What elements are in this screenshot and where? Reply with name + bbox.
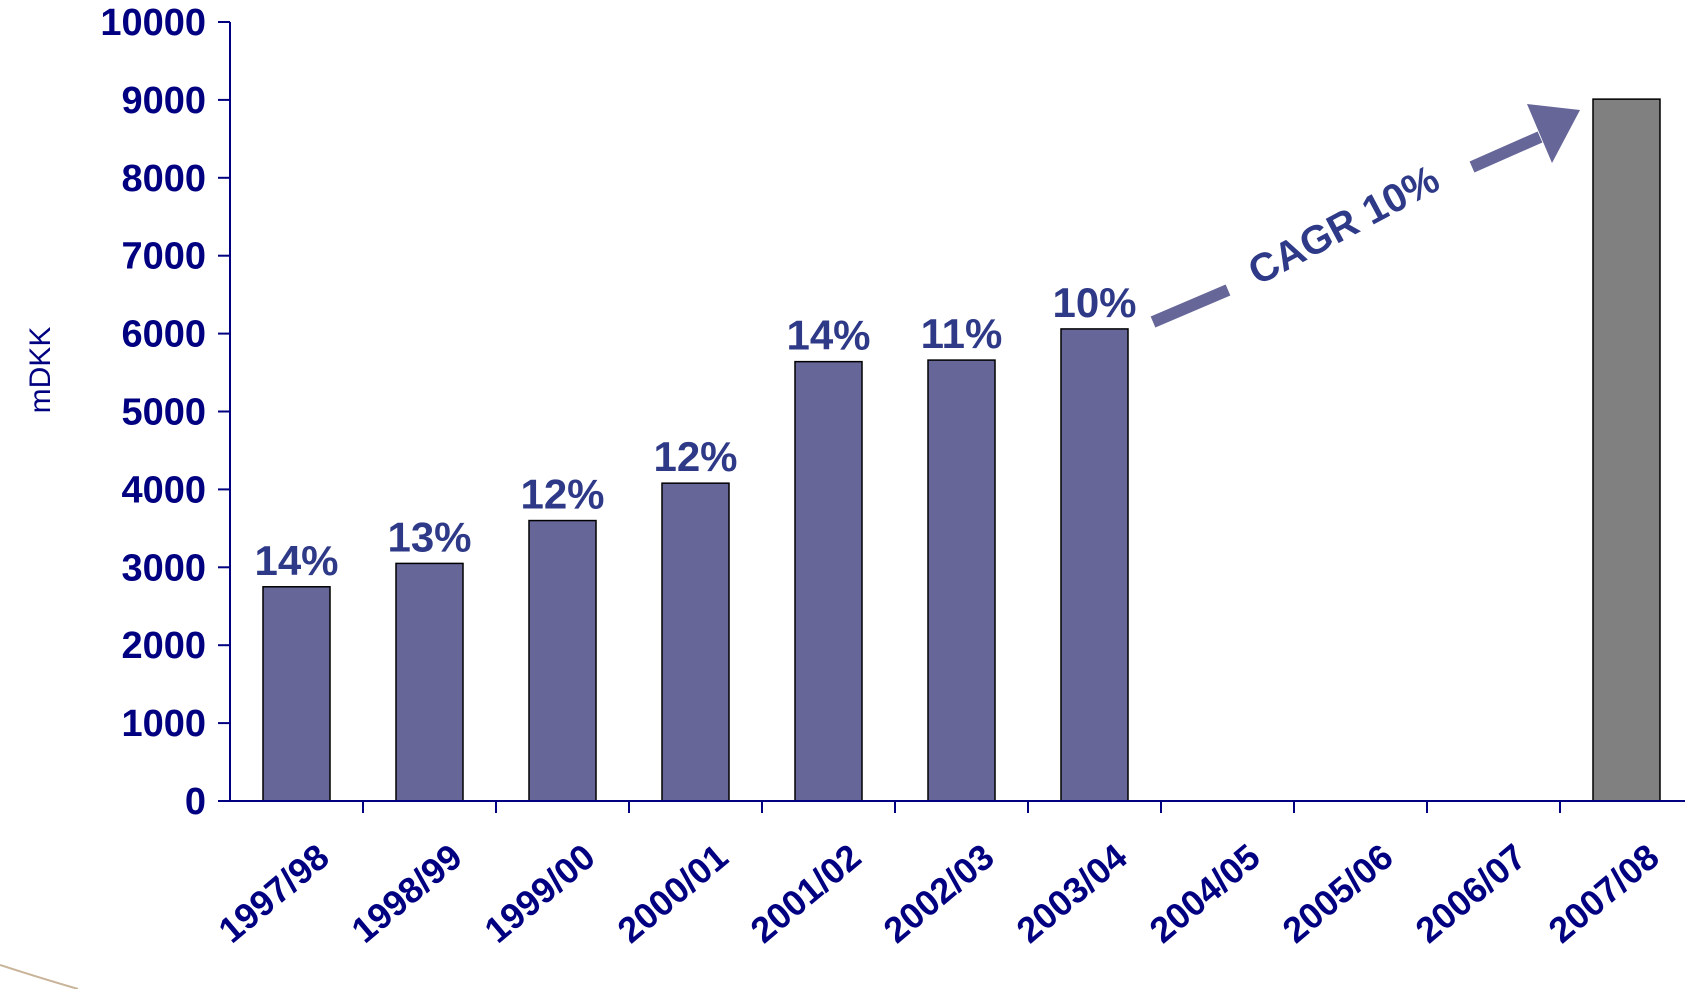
bar (263, 587, 330, 801)
x-tick-label: 2005/06 (1275, 836, 1401, 951)
x-tick-label: 1999/00 (477, 836, 603, 951)
bar (795, 362, 862, 801)
y-tick-label: 4000 (121, 469, 206, 511)
cagr-arrow: CAGR 10% (1153, 104, 1580, 322)
x-tick-label: 2000/01 (610, 836, 736, 951)
bar (1061, 329, 1128, 801)
decorative-corner-curve (0, 965, 78, 989)
y-tick-label: 6000 (121, 314, 206, 356)
bar (662, 483, 729, 801)
y-axis-ticks: 0 1000 2000 3000 4000 5000 6000 7000 8000 9000 100… (100, 2, 230, 823)
bar (928, 360, 995, 801)
x-tick-label: 2001/02 (743, 836, 869, 951)
bar (529, 521, 596, 801)
x-tick-label: 2006/07 (1408, 836, 1534, 951)
y-tick-label: 3000 (121, 547, 206, 589)
x-tick-label: 1998/99 (344, 836, 470, 951)
bar (1593, 99, 1660, 801)
x-tick-label: 2002/03 (876, 836, 1002, 951)
data-label: 12% (653, 433, 737, 480)
y-tick-label: 7000 (121, 236, 206, 278)
data-label: 13% (387, 513, 471, 560)
bars (263, 99, 1660, 801)
x-tick-label: 2004/05 (1142, 836, 1268, 951)
data-label: 14% (254, 537, 338, 584)
data-label: 11% (921, 310, 1003, 357)
y-tick-label: 10000 (100, 2, 206, 44)
y-tick-label: 2000 (121, 625, 206, 667)
y-axis-label: mDKK (24, 327, 57, 414)
y-tick-label: 1000 (121, 703, 206, 745)
x-axis-ticks: 1997/98 1998/99 1999/00 2000/01 2001/02 2002/… (211, 801, 1686, 951)
data-label: 14% (786, 312, 870, 359)
y-tick-label: 9000 (121, 80, 206, 122)
y-tick-label: 8000 (121, 158, 206, 200)
data-label: 10% (1052, 279, 1136, 326)
cagr-arrow-shaft-lower (1153, 290, 1228, 322)
x-tick-label: 2003/04 (1009, 836, 1135, 951)
y-tick-label: 5000 (121, 392, 206, 434)
bar (396, 563, 463, 801)
x-tick-label: 1997/98 (211, 836, 337, 951)
cagr-arrow-shaft-upper (1472, 137, 1540, 167)
x-tick-label: 2007/08 (1541, 836, 1667, 951)
y-tick-label: 0 (185, 781, 206, 823)
cagr-label: CAGR 10% (1241, 157, 1446, 294)
data-label: 12% (520, 471, 604, 518)
